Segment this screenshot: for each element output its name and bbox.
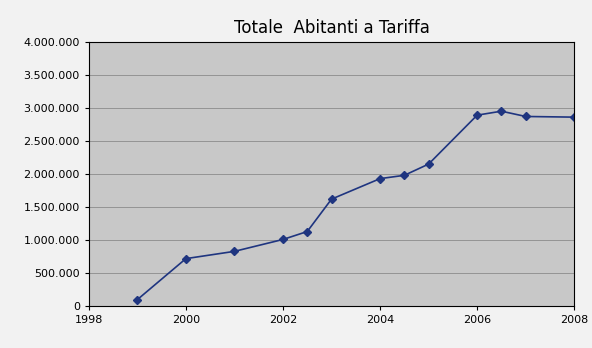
Title: Totale  Abitanti a Tariffa: Totale Abitanti a Tariffa bbox=[234, 19, 429, 38]
